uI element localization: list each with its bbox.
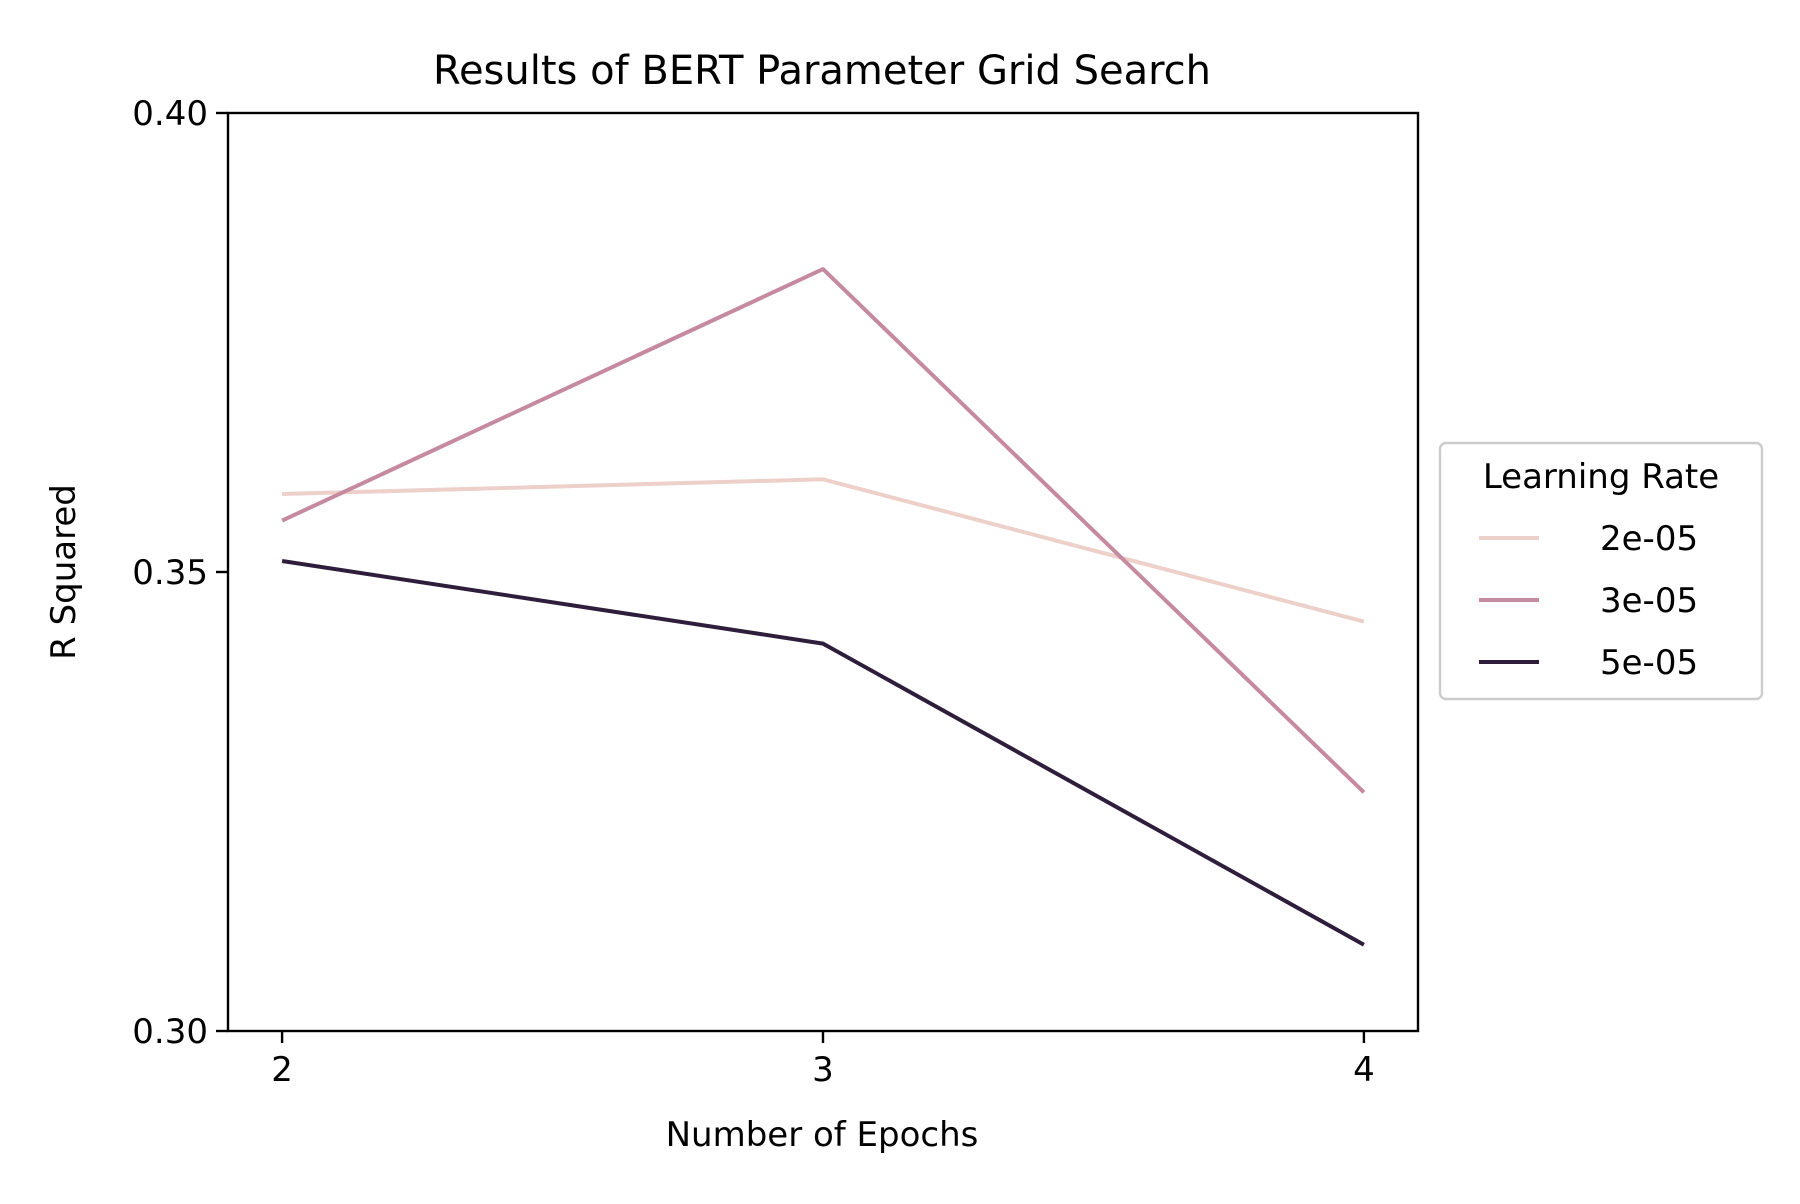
x-tick-label: 2 xyxy=(271,1050,293,1090)
series-group xyxy=(281,267,1366,947)
y-axis: 0.30 0.35 0.40 xyxy=(132,94,228,1052)
legend-label: 5e-05 xyxy=(1600,643,1698,683)
legend-title: Learning Rate xyxy=(1483,457,1719,497)
legend-label: 3e-05 xyxy=(1600,581,1698,621)
plot-area xyxy=(226,111,1420,1033)
legend-box xyxy=(1438,441,1764,701)
legend-entries: 2e-05 3e-05 5e-05 xyxy=(1479,519,1698,683)
legend: Learning Rate 2e-05 3e-05 5e-05 xyxy=(1438,441,1764,701)
y-tick-label: 0.40 xyxy=(132,94,208,134)
x-tick-label: 3 xyxy=(812,1050,834,1090)
x-axis: 2 3 4 xyxy=(271,1031,1375,1090)
y-tick-label: 0.30 xyxy=(132,1012,208,1052)
x-tick-label: 4 xyxy=(1353,1050,1375,1090)
legend-label: 2e-05 xyxy=(1600,519,1698,559)
series-line-5e-05 xyxy=(281,559,1365,947)
y-tick-label: 0.35 xyxy=(132,553,208,593)
y-axis-label: R Squared xyxy=(44,484,84,660)
x-axis-label: Number of Epochs xyxy=(666,1115,979,1155)
chart-title: Results of BERT Parameter Grid Search xyxy=(433,48,1211,94)
series-line-2e-05 xyxy=(282,477,1365,624)
series-line-3e-05 xyxy=(281,267,1366,794)
plot-frame xyxy=(226,111,1420,1033)
